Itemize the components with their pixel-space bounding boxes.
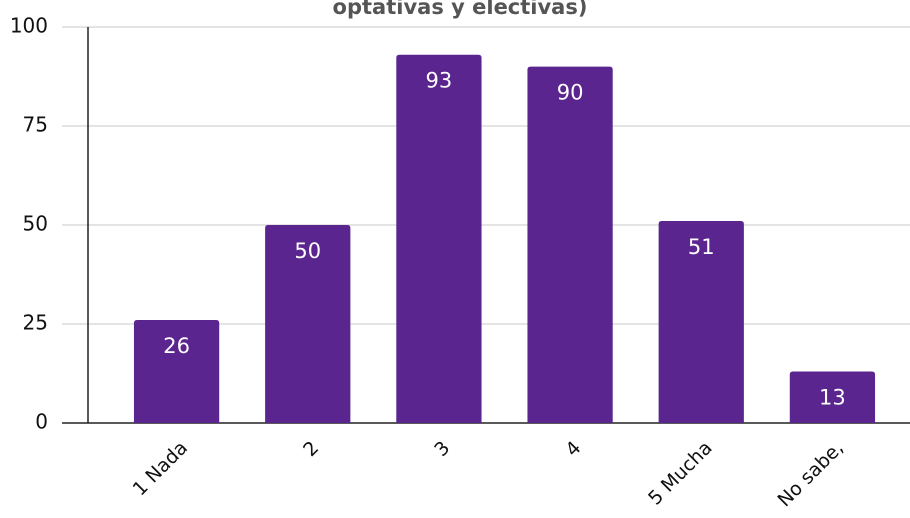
x-tick-label: No sabe, (773, 437, 847, 511)
x-tick-label: 2 (299, 437, 323, 461)
bar (789, 371, 876, 423)
y-tick-label: 100 (10, 14, 48, 38)
bar (527, 66, 613, 423)
bar (265, 225, 351, 423)
bar (396, 54, 482, 423)
x-tick-label: 3 (430, 437, 454, 461)
bar (133, 320, 220, 423)
x-tick-label: 5 Mucha (644, 437, 717, 510)
chart-title: optativas y electivas) (333, 0, 588, 19)
y-tick-label: 25 (23, 311, 48, 335)
bar (658, 221, 744, 423)
data-label: 93 (426, 69, 453, 93)
y-tick-label: 0 (35, 410, 48, 434)
x-tick-label: 1 Nada (129, 437, 192, 500)
data-label: 90 (557, 81, 584, 105)
data-label: 51 (688, 235, 715, 259)
data-label: 50 (294, 239, 321, 263)
data-label: 26 (163, 334, 190, 358)
y-tick-label: 50 (23, 212, 48, 236)
y-tick-label: 75 (23, 113, 48, 137)
x-tick-label: 4 (561, 437, 585, 461)
data-label: 13 (819, 386, 846, 410)
